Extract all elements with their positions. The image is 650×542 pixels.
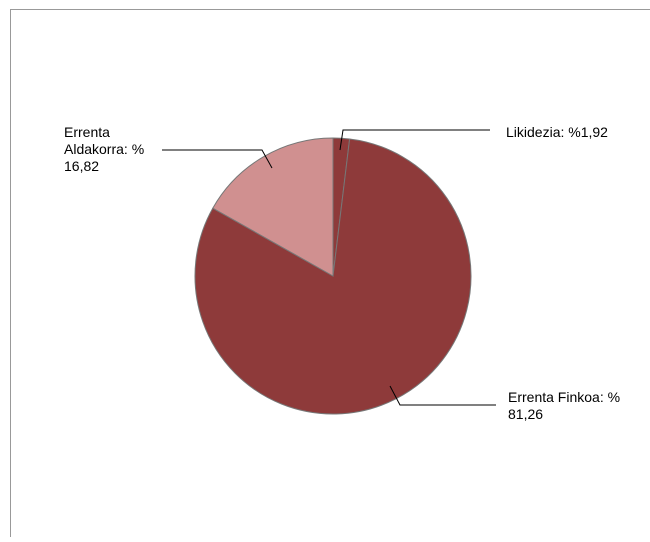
pie-slice-errenta-aldakorra [212, 137, 334, 277]
slice-label-likidezia: Likidezia: %1,92 [506, 124, 608, 140]
leader-lines [162, 129, 496, 406]
slice-label-line: Likidezia: %1,92 [506, 124, 608, 140]
leader-line-likidezia [339, 129, 490, 151]
slice-label-line: Errenta Finkoa: % [508, 389, 620, 405]
slice-label-line: 16,82 [64, 158, 99, 174]
slice-label-line: 81,26 [508, 406, 543, 422]
pie-slices [194, 137, 472, 415]
slice-label-errenta-aldakorra: Errenta Aldakorra: % 16,82 [64, 124, 144, 174]
leader-line-errenta-aldakorra [162, 149, 273, 169]
leader-line-errenta-finkoa [389, 385, 496, 406]
slice-label-line: Aldakorra: % [64, 141, 144, 157]
slice-label-errenta-finkoa: Errenta Finkoa: % 81,26 [508, 389, 620, 422]
slice-label-line: Errenta [64, 124, 110, 140]
